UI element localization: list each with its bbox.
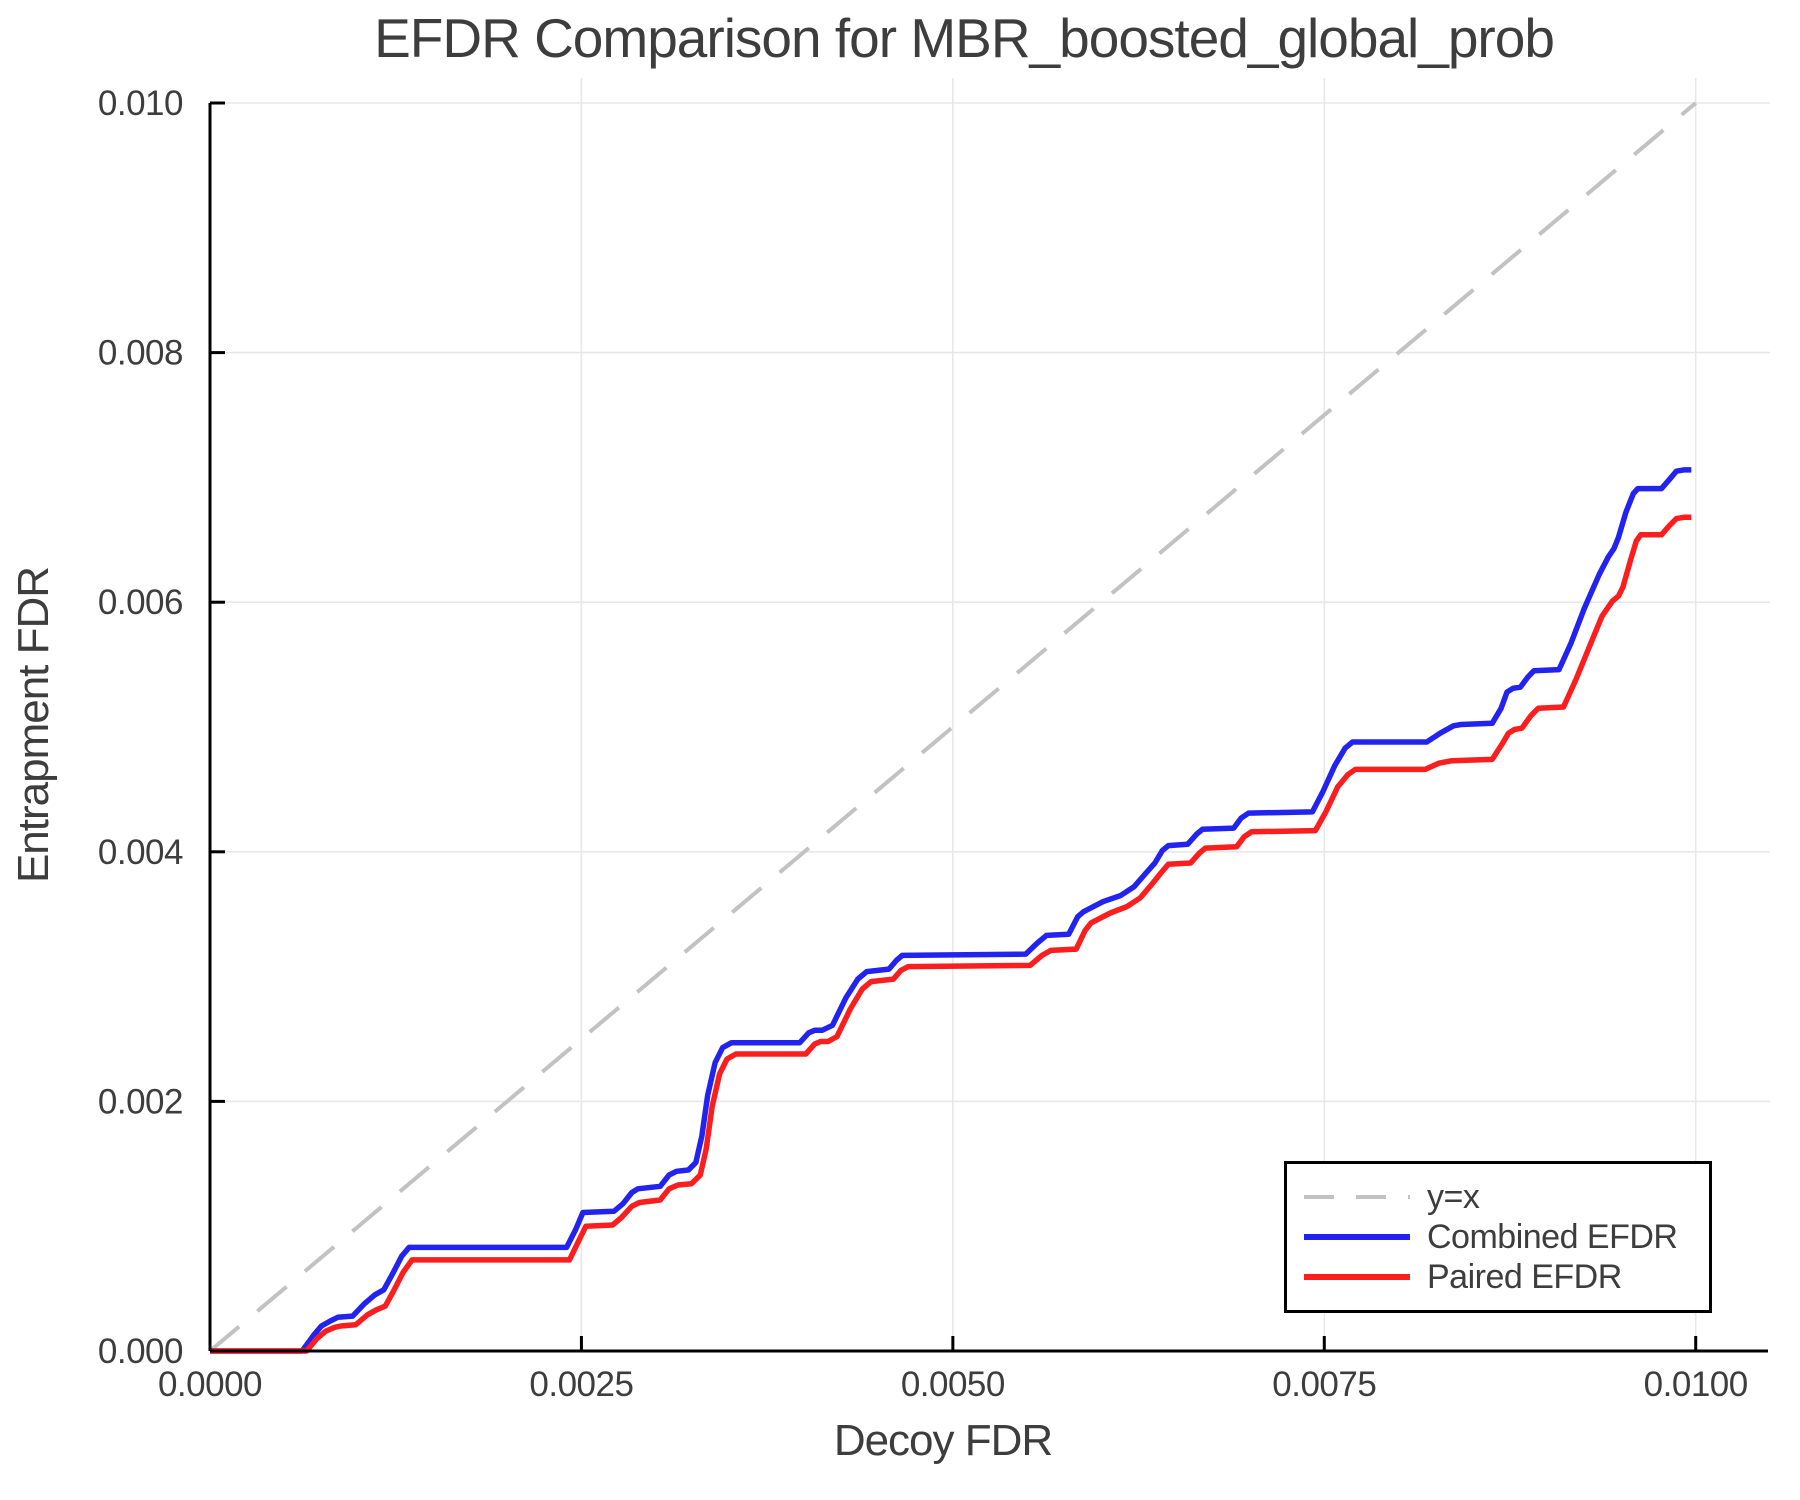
legend-label-paired: Paired EFDR	[1427, 1257, 1622, 1296]
paired-efdr-line-sample	[1304, 1274, 1410, 1280]
y-tick-label: 0.006	[98, 583, 183, 622]
y-tick-label: 0.004	[98, 833, 183, 872]
legend-row-paired: Paired EFDR	[1287, 1257, 1709, 1296]
x-axis-label: Decoy FDR	[833, 1416, 1053, 1465]
chart-title: EFDR Comparison for MBR_boosted_global_p…	[374, 7, 1555, 69]
combined-efdr-line-sample	[1304, 1234, 1410, 1240]
y-tick-label: 0.008	[98, 334, 183, 373]
legend-label-yx: y=x	[1427, 1177, 1480, 1216]
y-tick-label: 0.010	[98, 84, 183, 123]
x-tick-label: 0.0100	[1644, 1365, 1748, 1404]
x-tick-label: 0.0025	[529, 1365, 633, 1404]
identity-line-sample	[1304, 1195, 1410, 1199]
y-tick-label: 0.002	[98, 1082, 183, 1121]
x-tick-label: 0.0000	[158, 1365, 262, 1404]
legend-row-yx: y=x	[1287, 1177, 1709, 1216]
x-tick-label: 0.0050	[901, 1365, 1005, 1404]
y-tick-label: 0.000	[98, 1332, 183, 1371]
legend-row-combined: Combined EFDR	[1287, 1217, 1709, 1256]
legend: y=x Combined EFDR Paired EFDR	[1284, 1161, 1712, 1313]
x-tick-label: 0.0075	[1272, 1365, 1376, 1404]
legend-label-combined: Combined EFDR	[1427, 1217, 1678, 1256]
